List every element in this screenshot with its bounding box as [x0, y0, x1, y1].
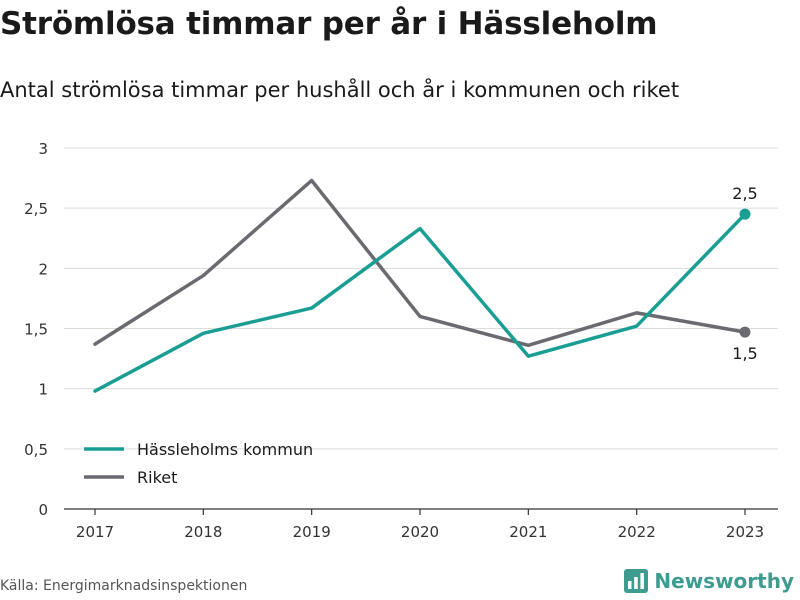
series-end-point [739, 208, 751, 220]
source-note: Källa: Energimarknadsinspektionen [0, 578, 248, 594]
legend: Hässleholms kommun Riket [84, 440, 313, 487]
x-tick-label: 2019 [293, 523, 331, 541]
y-tick-label: 2 [38, 260, 48, 278]
series-lines [93, 178, 751, 393]
x-tick-label: 2022 [618, 523, 656, 541]
end-value-label: 1,5 [732, 344, 757, 363]
series-end-point [739, 326, 751, 338]
y-tick-label: 0 [38, 501, 48, 519]
brand-logo[interactable]: Newsworthy [624, 569, 794, 593]
legend-label: Hässleholms kommun [137, 440, 313, 459]
y-tick-label: 1 [38, 381, 48, 399]
x-tick-label: 2021 [509, 523, 547, 541]
end-value-label: 2,5 [732, 184, 757, 203]
x-tick-label: 2018 [184, 523, 222, 541]
y-tick-label: 3 [38, 140, 48, 158]
series-line-1 [93, 178, 747, 348]
x-tick-label: 2017 [76, 523, 114, 541]
x-tick-label: 2023 [726, 523, 764, 541]
series-line-0 [93, 212, 747, 393]
y-tick-label: 2,5 [24, 200, 48, 218]
end-labels: 1,5 2,5 [732, 184, 757, 363]
x-tick-label: 2020 [401, 523, 439, 541]
brand-name: Newsworthy [654, 569, 794, 593]
y-tick-labels: 0 0,5 1 1,5 2 2,5 3 [24, 140, 48, 519]
y-tick-label: 1,5 [24, 321, 48, 339]
newsworthy-logo-icon [624, 569, 649, 593]
chart-title: Strömlösa timmar per år i Hässleholm [0, 6, 658, 42]
chart-subtitle: Antal strömlösa timmar per hushåll och å… [0, 78, 680, 102]
y-tick-label: 0,5 [24, 441, 48, 459]
grid-lines [64, 147, 778, 450]
x-axis: 2017 2018 2019 2020 2021 2022 2023 [64, 508, 778, 541]
legend-label: Riket [137, 468, 177, 487]
